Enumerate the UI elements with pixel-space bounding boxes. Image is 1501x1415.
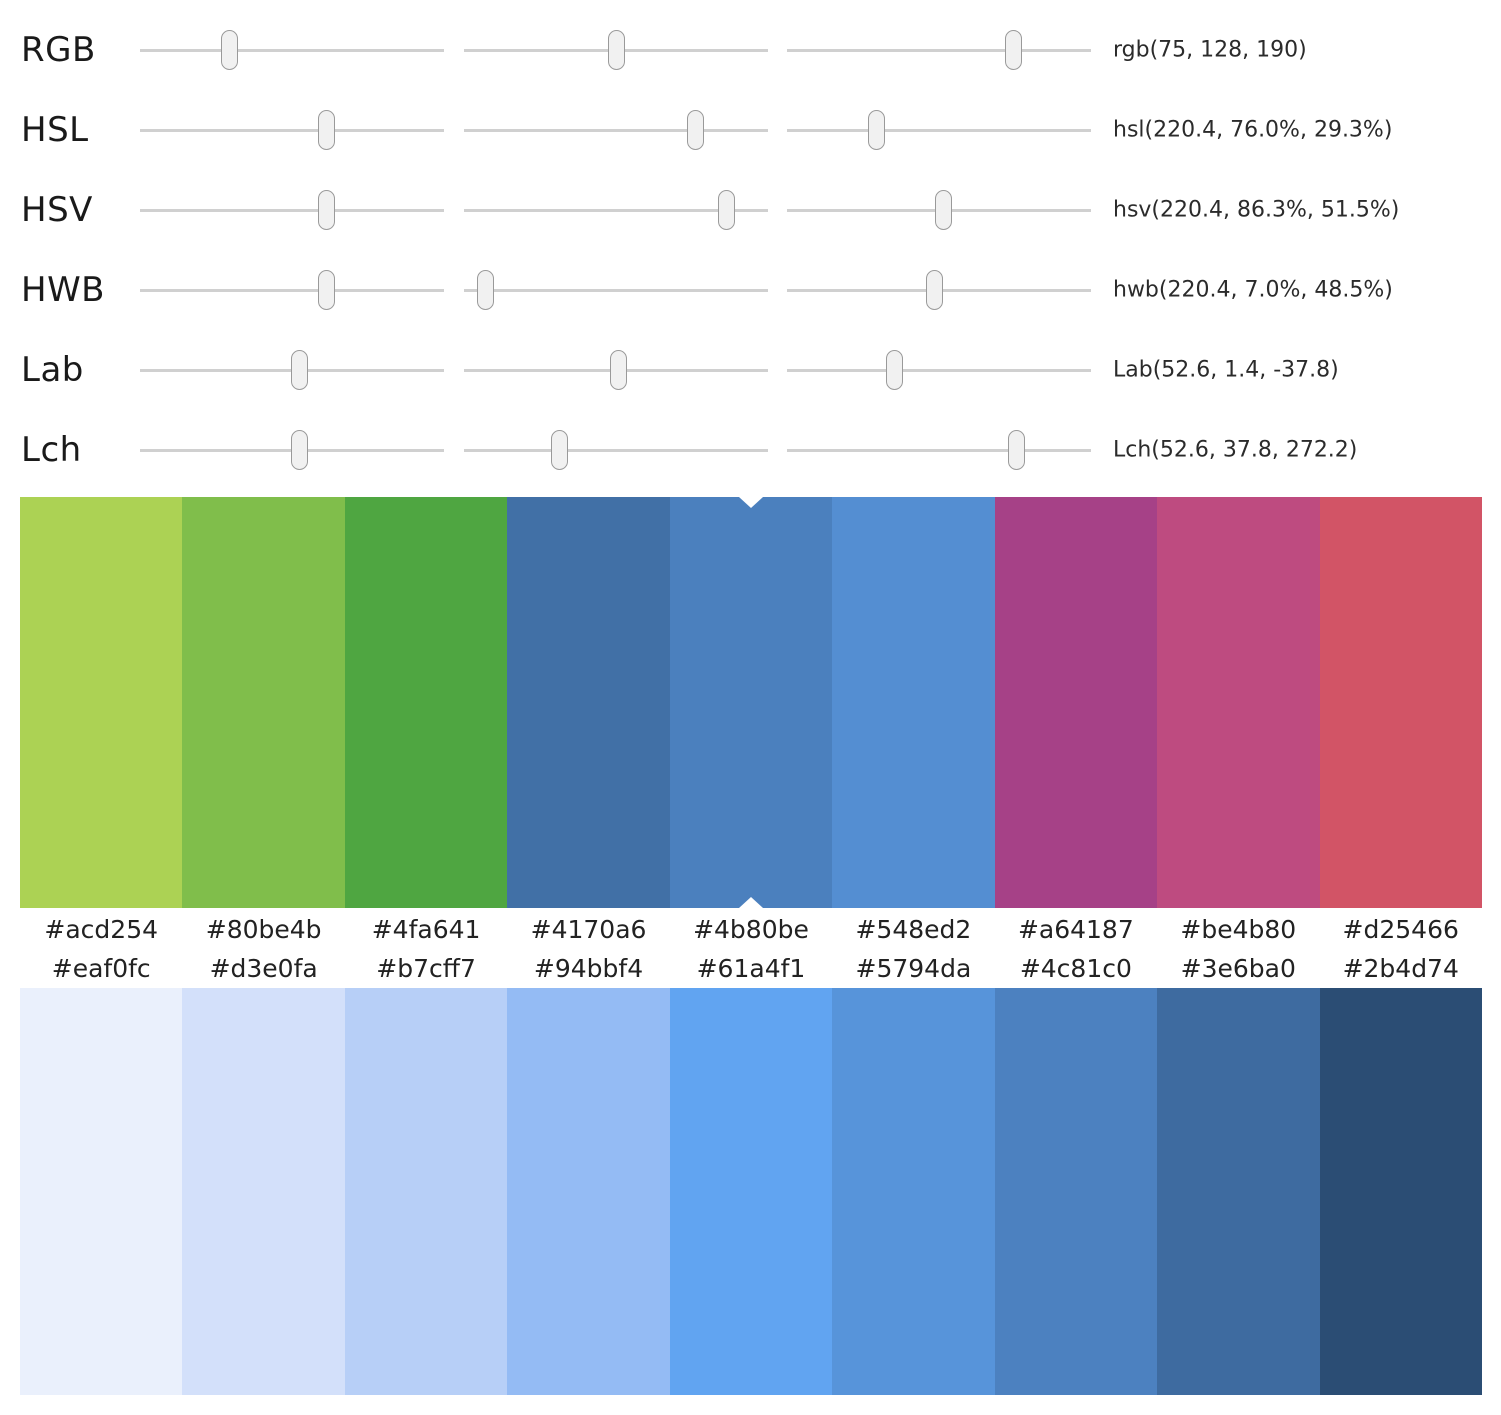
slider-thumb[interactable] [220,30,238,70]
slider-group-label-lab: Lab [21,350,84,390]
slider-track[interactable] [140,30,444,70]
slider-group-label-rgb: RGB [21,30,96,70]
slider-thumb[interactable] [317,110,335,150]
hex-label: #80be4b [205,914,322,944]
slider-track[interactable] [140,350,444,390]
palette-swatch[interactable] [1157,988,1320,1395]
slider-row-hsl: HSL hsl(220.4, 76.0%, 29.3%) [0,90,1501,170]
hex-label: #61a4f1 [696,953,806,983]
slider-thumb[interactable] [317,190,335,230]
slider-track[interactable] [787,430,1091,470]
hex-label: #acd254 [44,914,159,944]
slider-track[interactable] [787,350,1091,390]
selection-notch-bottom-icon [739,897,763,908]
hex-label: #2b4d74 [1342,953,1459,983]
slider-track[interactable] [140,270,444,310]
hex-label: #4c81c0 [1019,953,1132,983]
slider-track[interactable] [787,270,1091,310]
slider-track[interactable] [464,430,768,470]
slider-track[interactable] [464,270,768,310]
slider-value-hsv: hsv(220.4, 86.3%, 51.5%) [1113,197,1400,223]
palette-swatch[interactable] [1319,988,1482,1395]
slider-thumb[interactable] [935,190,953,230]
palette-swatch-selected[interactable] [669,497,833,908]
slider-thumb[interactable] [686,110,704,150]
hex-label: #5794da [855,953,972,983]
slider-group-label-lch: Lch [21,430,82,470]
palette-swatch[interactable] [182,988,345,1395]
slider-thumb[interactable] [551,430,569,470]
slider-thumb[interactable] [317,270,335,310]
slider-thumb[interactable] [886,350,904,390]
palette-strip-bottom [20,988,1482,1395]
palette-swatch[interactable] [994,497,1158,908]
slider-track[interactable] [464,30,768,70]
slider-thumb[interactable] [291,350,309,390]
hex-label: #b7cff7 [376,953,476,983]
palette-swatch[interactable] [1157,497,1320,908]
hex-label: #d3e0fa [209,953,318,983]
hex-label: #a64187 [1017,914,1134,944]
hex-label-row-top: #acd254 #80be4b #4fa641 #4170a6 #4b80be … [20,908,1482,950]
slider-thumb[interactable] [1004,30,1022,70]
slider-value-hwb: hwb(220.4, 7.0%, 48.5%) [1113,277,1393,303]
slider-track[interactable] [787,30,1091,70]
hex-label: #4fa641 [371,914,481,944]
slider-track[interactable] [787,190,1091,230]
palette-swatch[interactable] [507,988,670,1395]
palette-swatch[interactable] [344,497,508,908]
hex-label: #3e6ba0 [1180,953,1296,983]
slider-value-lab: Lab(52.6, 1.4, -37.8) [1113,357,1339,383]
slider-value-rgb: rgb(75, 128, 190) [1113,37,1307,63]
slider-track[interactable] [464,110,768,150]
hex-label: #4170a6 [530,914,647,944]
slider-track[interactable] [140,110,444,150]
hex-label: #4b80be [693,914,809,944]
palette-swatch[interactable] [20,988,183,1395]
slider-track[interactable] [464,190,768,230]
slider-group-label-hwb: HWB [21,270,106,310]
selection-notch-top-icon [739,497,763,508]
slider-thumb[interactable] [925,270,943,310]
hex-label: #548ed2 [855,914,972,944]
hex-label: #be4b80 [1180,914,1297,944]
palette-swatch[interactable] [182,497,345,908]
slider-thumb[interactable] [717,190,735,230]
slider-row-hwb: HWB hwb(220.4, 7.0%, 48.5%) [0,250,1501,330]
slider-value-lch: Lch(52.6, 37.8, 272.2) [1113,437,1358,463]
slider-thumb[interactable] [609,350,627,390]
hex-label: #eaf0fc [51,953,151,983]
palette-swatch[interactable] [994,988,1158,1395]
hex-label: #94bbf4 [533,953,644,983]
hex-label-row-bottom: #eaf0fc #d3e0fa #b7cff7 #94bbf4 #61a4f1 … [20,948,1482,988]
slider-track[interactable] [464,350,768,390]
slider-track[interactable] [140,190,444,230]
palette-swatch[interactable] [832,497,995,908]
slider-group-label-hsv: HSV [21,190,93,230]
slider-row-lch: Lch Lch(52.6, 37.8, 272.2) [0,410,1501,490]
slider-row-rgb: RGB rgb(75, 128, 190) [0,10,1501,90]
palette-strip-top [20,497,1482,908]
slider-track[interactable] [140,430,444,470]
palette-swatch[interactable] [344,988,508,1395]
slider-thumb[interactable] [476,270,494,310]
palette-swatch[interactable] [1319,497,1482,908]
slider-value-hsl: hsl(220.4, 76.0%, 29.3%) [1113,117,1393,143]
slider-thumb[interactable] [867,110,885,150]
palette-swatch[interactable] [507,497,670,908]
palette-swatch[interactable] [832,988,995,1395]
slider-thumb[interactable] [291,430,309,470]
palette-swatch[interactable] [669,988,833,1395]
palette-swatch[interactable] [20,497,183,908]
slider-thumb[interactable] [1008,430,1026,470]
slider-thumb[interactable] [608,30,626,70]
slider-group-label-hsl: HSL [21,110,89,150]
slider-row-hsv: HSV hsv(220.4, 86.3%, 51.5%) [0,170,1501,250]
hex-label: #d25466 [1342,914,1459,944]
slider-track[interactable] [787,110,1091,150]
slider-row-lab: Lab Lab(52.6, 1.4, -37.8) [0,330,1501,410]
